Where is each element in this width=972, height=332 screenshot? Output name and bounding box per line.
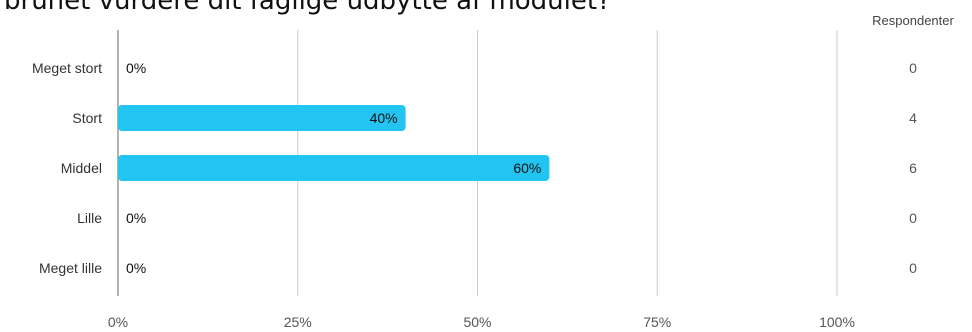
category-labels: Meget stort Stort Middel Lille Meget lille [32, 60, 102, 276]
bar-value-label: 40% [370, 110, 398, 126]
x-tick-label: 0% [108, 314, 128, 330]
respondent-column: 0 4 6 0 0 Respondenter [872, 13, 954, 276]
category-label: Lille [77, 210, 102, 226]
bar-value-label: 60% [513, 160, 541, 176]
x-tick-label: 100% [819, 314, 855, 330]
bar-value-label: 0% [126, 260, 146, 276]
respondent-count: 4 [909, 110, 917, 126]
respondent-count: 6 [909, 160, 917, 176]
x-tick-label: 75% [643, 314, 671, 330]
x-tick-label: 25% [284, 314, 312, 330]
x-tick-label: 50% [463, 314, 491, 330]
bar-value-label: 0% [126, 210, 146, 226]
respondents-header: Respondenter [872, 13, 954, 28]
chart-title: brunet vurdere dit faglige udbytte af mo… [4, 0, 611, 16]
bar [118, 155, 550, 181]
respondent-count: 0 [909, 260, 917, 276]
category-label: Meget lille [39, 260, 102, 276]
category-label: Middel [61, 160, 102, 176]
respondent-count: 0 [909, 60, 917, 76]
bars: 0% 40% 60% 0% 0% [118, 60, 550, 276]
bar-value-label: 0% [126, 60, 146, 76]
respondent-count: 0 [909, 210, 917, 226]
category-label: Stort [72, 110, 102, 126]
category-label: Meget stort [32, 60, 102, 76]
x-axis: 0% 25% 50% 75% 100% [108, 314, 855, 330]
bar [118, 105, 406, 131]
